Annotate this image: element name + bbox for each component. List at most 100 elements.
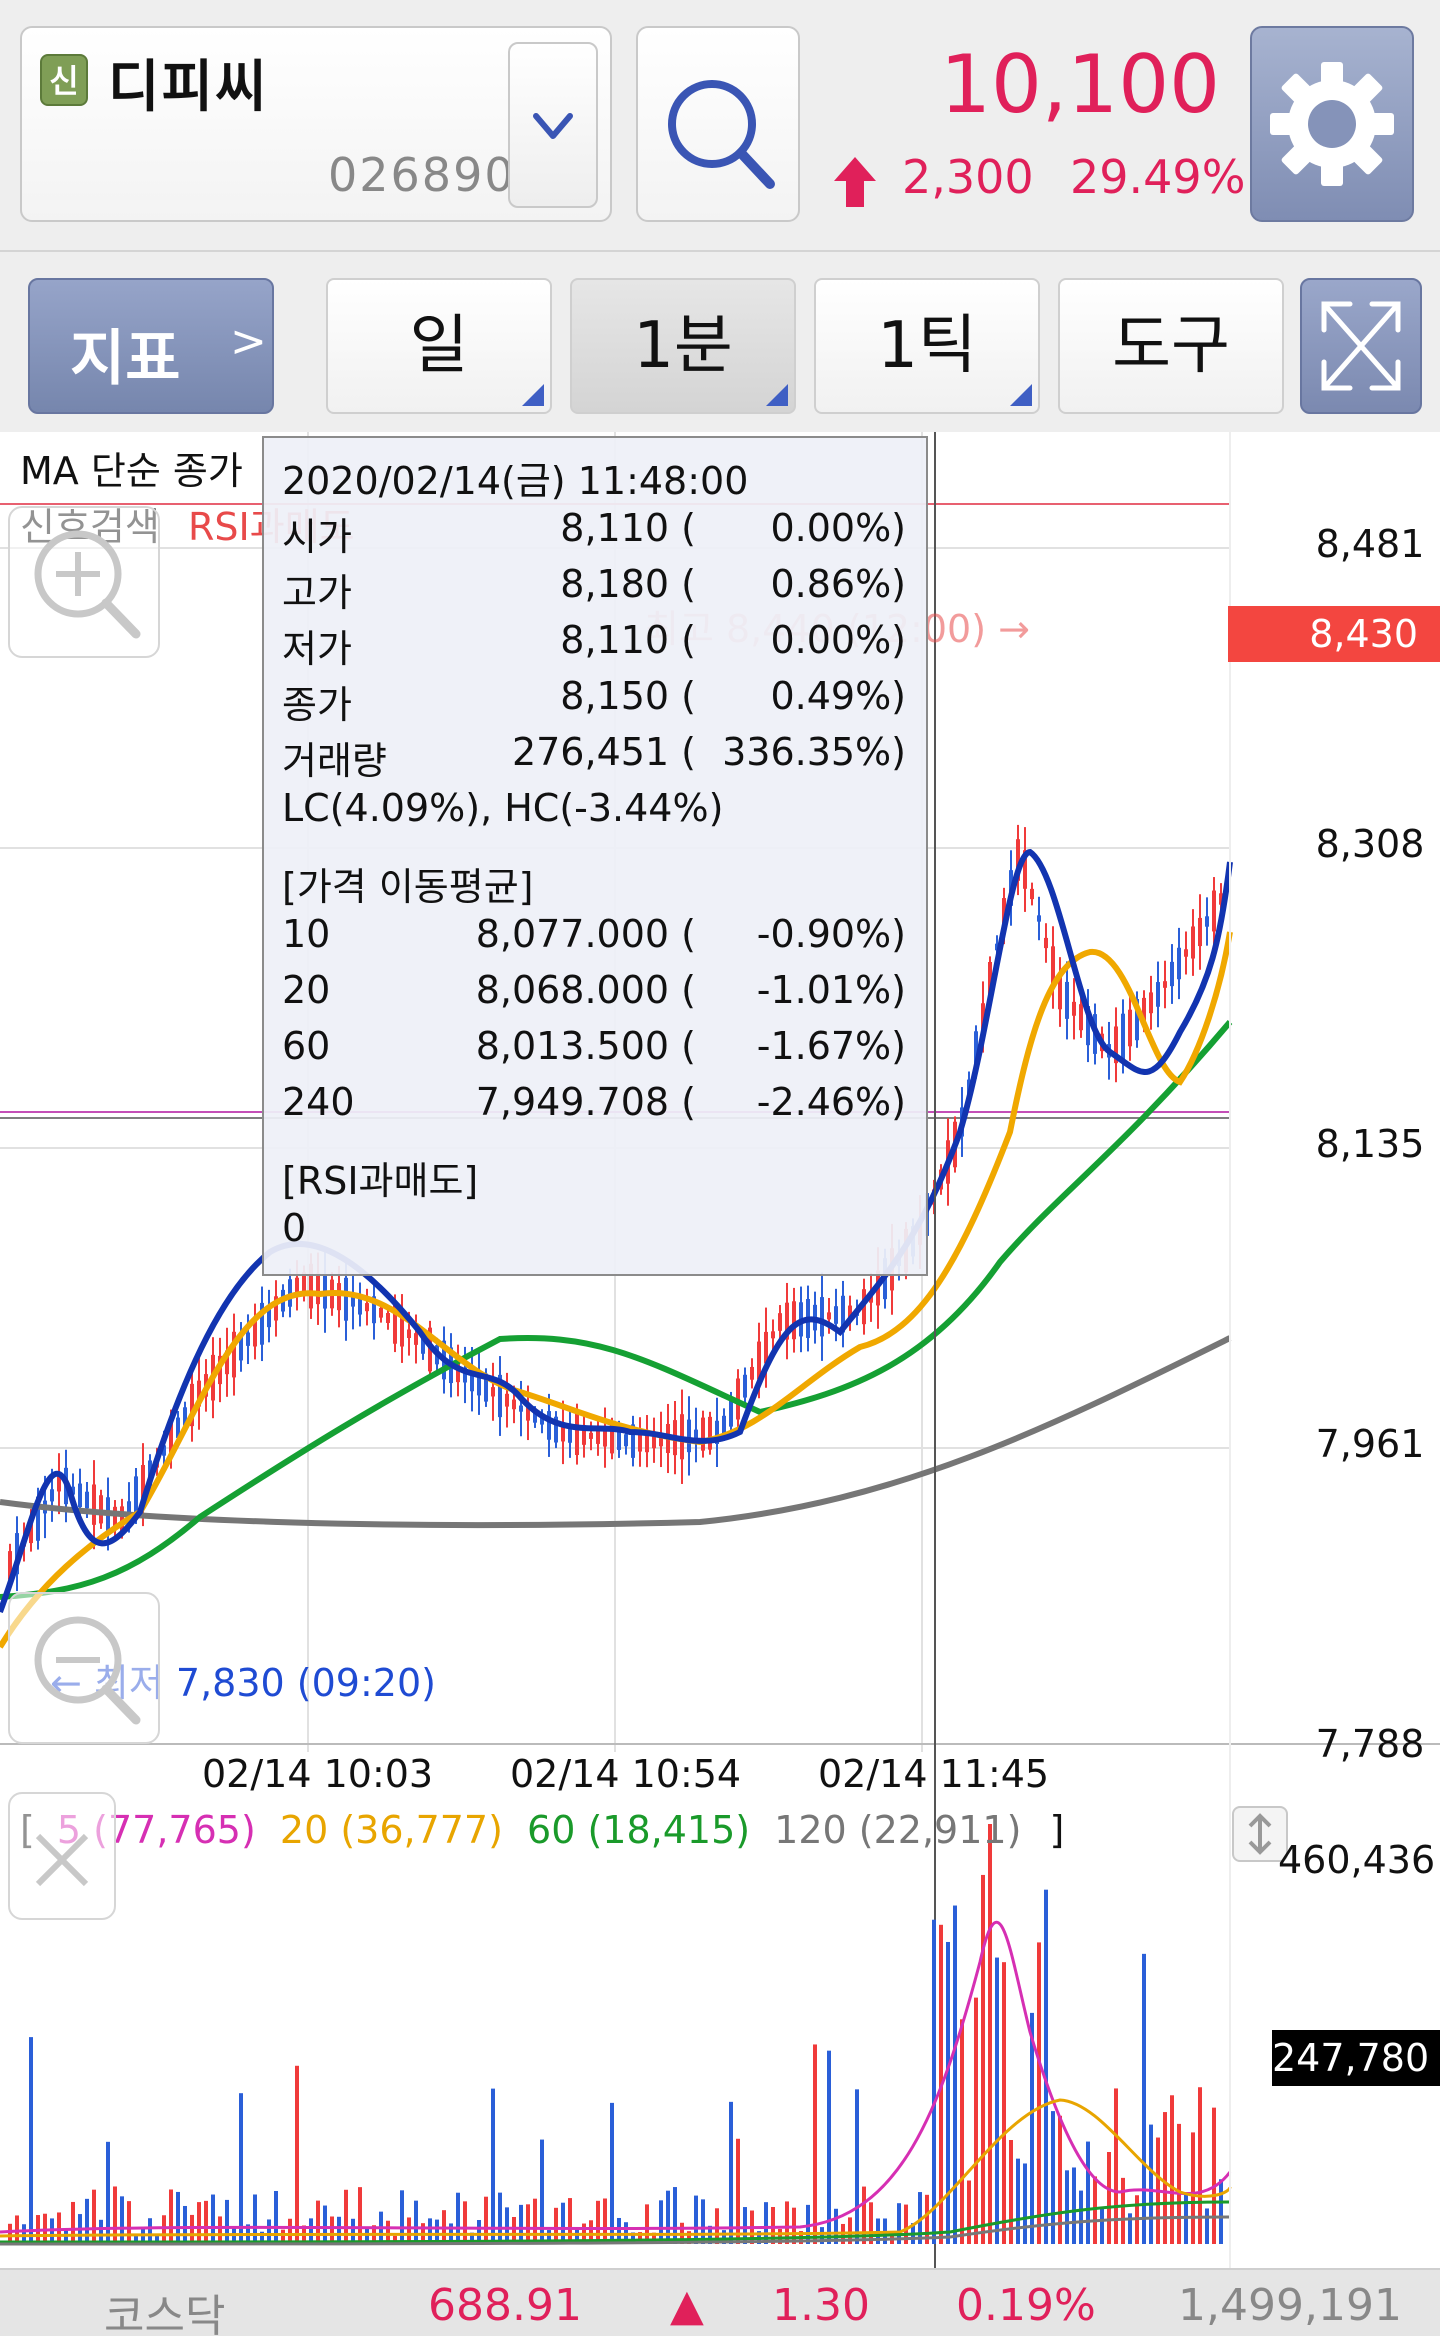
candle-body bbox=[722, 1415, 726, 1434]
candle-body bbox=[1086, 1006, 1090, 1046]
candle-body bbox=[232, 1331, 236, 1378]
indicator-button[interactable]: 지표 > bbox=[28, 278, 274, 414]
close-volume-button[interactable] bbox=[8, 1792, 116, 1920]
candle-body bbox=[1072, 1001, 1076, 1016]
candle-body bbox=[519, 1405, 523, 1412]
candle-body bbox=[477, 1371, 481, 1396]
candle-body bbox=[1065, 981, 1069, 1019]
candle-body bbox=[708, 1416, 712, 1450]
pane-resize-button[interactable] bbox=[1232, 1806, 1288, 1862]
volume-bar bbox=[652, 2232, 656, 2244]
volume-bar bbox=[666, 2190, 670, 2244]
period-day-button[interactable]: 일 bbox=[326, 278, 552, 414]
tooltip-key: 저가 bbox=[282, 627, 352, 671]
candle-body bbox=[582, 1425, 586, 1445]
candle-body bbox=[771, 1331, 775, 1339]
stock-name: 디피씨 bbox=[108, 55, 269, 120]
stock-code: 026890 bbox=[328, 148, 516, 202]
legend-ma120: 120 (22,911) bbox=[774, 1808, 1022, 1852]
period-day-label: 일 bbox=[409, 309, 469, 383]
ma240-line bbox=[0, 1335, 1232, 1529]
chevron-down-icon bbox=[533, 113, 573, 139]
candle-body bbox=[498, 1374, 502, 1418]
volume-bar bbox=[995, 1957, 999, 2244]
fullscreen-button[interactable] bbox=[1300, 278, 1422, 414]
vol-ma20-line bbox=[0, 2098, 1232, 2238]
volume-bar bbox=[274, 2190, 278, 2244]
volume-bar bbox=[190, 2214, 194, 2244]
candle-body bbox=[603, 1428, 607, 1447]
zoom-in-button[interactable] bbox=[8, 506, 160, 658]
candle-body bbox=[239, 1333, 243, 1361]
candle-body bbox=[645, 1430, 649, 1453]
candle-body bbox=[750, 1366, 754, 1380]
market-change: 1.30 bbox=[772, 2280, 870, 2331]
volume-bar bbox=[1058, 2115, 1062, 2244]
tooltip-row: 종가 8,150 ( 0.49%) bbox=[264, 674, 926, 730]
candle-body bbox=[1079, 1004, 1083, 1031]
x-axis-label: 02/14 11:45 bbox=[818, 1752, 1050, 1796]
volume-bar bbox=[400, 2190, 404, 2244]
candle-body bbox=[344, 1277, 348, 1321]
expand-icon bbox=[1321, 301, 1401, 391]
period-1min-button[interactable]: 1분 bbox=[570, 278, 796, 414]
candle-body bbox=[1191, 926, 1195, 959]
volume-bar bbox=[638, 2232, 642, 2244]
candle-body bbox=[302, 1272, 306, 1295]
volume-bar bbox=[1149, 2124, 1153, 2244]
candle-body bbox=[1177, 947, 1181, 980]
volume-bar bbox=[610, 2102, 614, 2244]
candle-body bbox=[99, 1495, 103, 1524]
volume-bar bbox=[715, 2208, 719, 2244]
tooltip-rsi-value: 0 bbox=[282, 1206, 307, 1250]
tooltip-key: 종가 bbox=[282, 683, 352, 727]
volume-bar bbox=[253, 2194, 257, 2244]
market-index-bar[interactable]: 코스닥 688.91 ▲ 1.30 0.19% 1,499,191 bbox=[0, 2268, 1440, 2342]
tooltip-ma-row: 20 8,068.000 ( -1.01%) bbox=[264, 968, 926, 1024]
settings-button[interactable] bbox=[1250, 26, 1414, 222]
period-1tick-button[interactable]: 1틱 bbox=[814, 278, 1040, 414]
candle-body bbox=[197, 1380, 201, 1407]
volume-bar bbox=[806, 2204, 810, 2244]
volume-bar bbox=[771, 2207, 775, 2244]
market-volume: 1,499,191 bbox=[1178, 2280, 1402, 2331]
stock-selector[interactable]: 신 디피씨 026890 bbox=[20, 26, 612, 222]
volume-bar bbox=[918, 2192, 922, 2244]
volume-bar bbox=[778, 2228, 782, 2244]
volume-bar bbox=[358, 2187, 362, 2244]
volume-bar bbox=[855, 2089, 859, 2244]
volume-bar bbox=[386, 2220, 390, 2244]
volume-bar bbox=[393, 2235, 397, 2244]
volume-bar bbox=[267, 2219, 271, 2244]
volume-bar bbox=[988, 1824, 992, 2244]
volume-bar bbox=[953, 1905, 957, 2244]
candle-body bbox=[659, 1432, 663, 1447]
market-up-arrow-icon: ▲ bbox=[670, 2280, 704, 2331]
volume-bar bbox=[134, 2234, 138, 2244]
candle-body bbox=[162, 1445, 166, 1456]
volume-bar bbox=[561, 2202, 565, 2244]
candle-body bbox=[316, 1273, 320, 1305]
tools-button[interactable]: 도구 bbox=[1058, 278, 1284, 414]
volume-bar bbox=[344, 2189, 348, 2244]
search-button[interactable] bbox=[636, 26, 800, 222]
candle-body bbox=[365, 1303, 369, 1312]
volume-bar bbox=[176, 2191, 180, 2244]
zoom-out-button[interactable] bbox=[8, 1592, 160, 1744]
tooltip-key: 거래량 bbox=[282, 739, 387, 783]
candle-body bbox=[729, 1397, 733, 1427]
y-axis-label: 8,481 bbox=[1315, 522, 1425, 566]
volume-bar bbox=[974, 1997, 978, 2244]
candle-body bbox=[1135, 998, 1139, 1041]
volume-bar bbox=[596, 2200, 600, 2244]
tooltip-row: 시가 8,110 ( 0.00%) bbox=[264, 506, 926, 562]
candle-body bbox=[981, 1003, 985, 1031]
chevron-right-icon: > bbox=[230, 316, 267, 367]
stock-dropdown-button[interactable] bbox=[508, 42, 598, 208]
price-volume-chart[interactable] bbox=[0, 432, 1440, 2268]
y-axis-label: 7,788 bbox=[1315, 1722, 1425, 1766]
candle-body bbox=[638, 1432, 642, 1452]
tooltip-key: 시가 bbox=[282, 515, 352, 559]
tooltip-ma-row: 60 8,013.500 ( -1.67%) bbox=[264, 1024, 926, 1080]
candle-body bbox=[260, 1302, 264, 1345]
